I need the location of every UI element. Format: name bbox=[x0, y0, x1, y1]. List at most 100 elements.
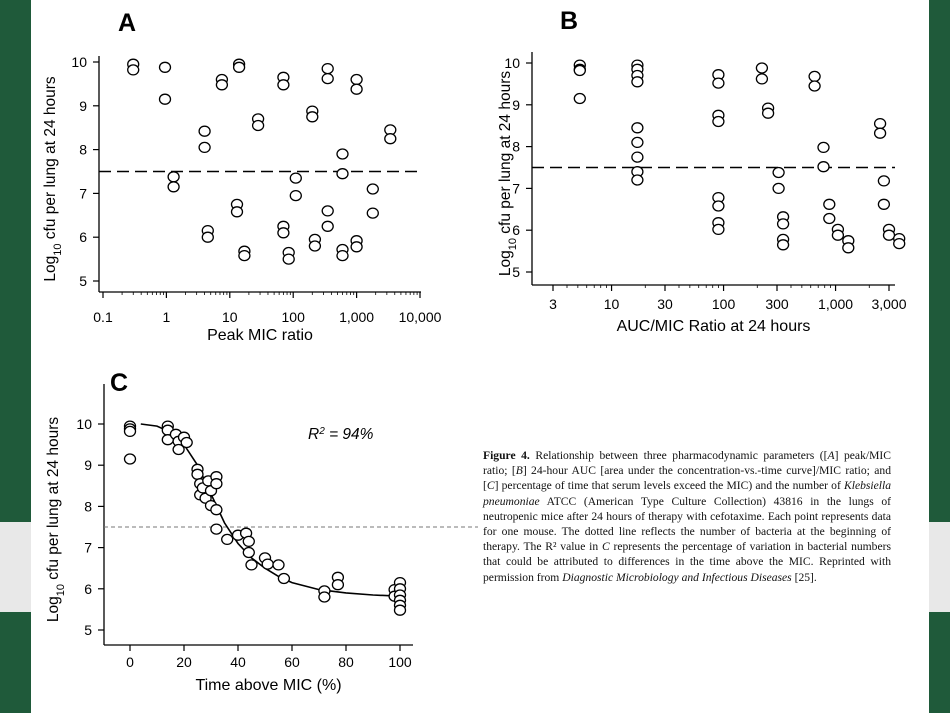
data-point bbox=[761, 107, 775, 119]
data-point bbox=[823, 198, 836, 210]
data-point bbox=[712, 115, 725, 128]
data-point bbox=[631, 122, 644, 134]
data-point bbox=[772, 182, 785, 195]
data-point bbox=[808, 80, 821, 92]
panel-label: A bbox=[118, 9, 136, 37]
x-axis-label: Time above MIC (%) bbox=[195, 677, 341, 694]
caption-figure-number: Figure 4. bbox=[483, 449, 530, 462]
data-point bbox=[336, 168, 349, 180]
data-point bbox=[198, 141, 211, 154]
data-point bbox=[331, 579, 345, 591]
data-point bbox=[877, 198, 891, 210]
data-point bbox=[882, 229, 896, 241]
data-point bbox=[261, 558, 274, 570]
caption-segment: [25]. bbox=[791, 570, 817, 584]
y-tick-label: 10 bbox=[504, 55, 520, 71]
data-point bbox=[321, 220, 334, 232]
data-point bbox=[198, 125, 211, 137]
caption-segment: ATCC (American Type Culture Collection) … bbox=[483, 494, 891, 554]
data-point bbox=[127, 64, 140, 76]
y-tick-label: 8 bbox=[512, 139, 520, 155]
y-tick-label: 9 bbox=[84, 457, 92, 473]
caption-segment: A bbox=[827, 449, 835, 462]
x-tick-label: 40 bbox=[230, 654, 246, 670]
r-squared-annotation: R2 = 94% bbox=[308, 426, 374, 444]
x-tick-label: 3 bbox=[549, 296, 557, 312]
data-point bbox=[289, 189, 302, 202]
data-point bbox=[210, 523, 223, 535]
data-point bbox=[350, 73, 363, 86]
data-point bbox=[167, 181, 180, 193]
data-point bbox=[158, 61, 172, 73]
x-tick-label: 100 bbox=[282, 309, 306, 325]
data-point bbox=[712, 77, 725, 89]
data-point bbox=[238, 249, 251, 262]
caption-segment: Klebsiella pneumoniae bbox=[483, 479, 891, 508]
data-point bbox=[817, 141, 830, 154]
data-point bbox=[123, 425, 137, 438]
x-axis-label: AUC/MIC Ratio at 24 hours bbox=[617, 318, 811, 335]
y-axis-label: Log10 cfu per lung at 24 hours bbox=[45, 417, 67, 623]
data-point bbox=[366, 207, 379, 219]
data-point bbox=[631, 76, 644, 88]
y-tick-label: 6 bbox=[512, 222, 520, 238]
chart-panel-b: 5 6 7 8 9 10 3 10 30 100 300 1,000 3,000 B AUC/MIC Rat… bbox=[497, 7, 907, 335]
y-tick-label: 8 bbox=[84, 498, 92, 514]
caption-segment: represents the percentage of variation i… bbox=[483, 540, 891, 584]
data-point bbox=[366, 183, 379, 195]
x-tick-label: 10 bbox=[604, 296, 620, 312]
caption-segment: C bbox=[486, 479, 495, 493]
data-point bbox=[776, 218, 790, 230]
data-point bbox=[221, 533, 234, 546]
y-tick-label: 5 bbox=[512, 264, 520, 280]
data-point bbox=[172, 443, 185, 456]
y-tick-label: 10 bbox=[71, 54, 87, 70]
panel-label: B bbox=[560, 7, 578, 35]
data-point bbox=[318, 591, 331, 603]
data-point bbox=[289, 172, 302, 184]
data-point bbox=[817, 161, 830, 173]
x-axis-label: Peak MIC ratio bbox=[207, 327, 313, 344]
data-point bbox=[873, 117, 887, 130]
data-point bbox=[158, 93, 172, 105]
data-point bbox=[277, 227, 290, 239]
data-point bbox=[712, 223, 725, 236]
x-tick-label: 1,000 bbox=[818, 296, 853, 312]
data-point bbox=[631, 151, 644, 163]
data-point bbox=[308, 240, 322, 252]
data-point bbox=[210, 504, 223, 516]
data-point bbox=[180, 436, 193, 449]
data-point bbox=[321, 62, 334, 75]
data-point bbox=[191, 468, 204, 480]
data-point bbox=[277, 572, 291, 585]
data-point bbox=[336, 148, 349, 160]
x-tick-label: 1 bbox=[163, 309, 171, 325]
data-point bbox=[772, 166, 785, 179]
x-tick-label: 300 bbox=[765, 296, 789, 312]
data-point bbox=[242, 546, 255, 559]
chart-panel-a: 5 6 7 8 9 10 0.1 1 10 100 1,000 10,000 A Peak MIC rat… bbox=[42, 9, 442, 344]
y-tick-label: 7 bbox=[84, 540, 92, 556]
data-point bbox=[573, 92, 586, 105]
data-point bbox=[755, 73, 769, 85]
figure-sheet bbox=[31, 0, 929, 713]
data-point bbox=[277, 79, 290, 91]
caption-segment: ] percentage of time that serum levels e… bbox=[494, 479, 844, 493]
data-point bbox=[321, 72, 334, 85]
y-tick-label: 6 bbox=[79, 229, 87, 245]
data-point bbox=[573, 64, 586, 77]
y-axis-label: Log10 cfu per lung at 24 hours bbox=[42, 76, 64, 282]
x-tick-label: 100 bbox=[712, 296, 736, 312]
y-tick-label: 5 bbox=[84, 622, 92, 638]
caption-segment: Diagnostic Microbiology and Infectious D… bbox=[562, 570, 792, 584]
caption-segment: ] peak/MIC ratio; [ bbox=[483, 449, 891, 478]
y-tick-label: 5 bbox=[79, 273, 87, 289]
y-tick-label: 10 bbox=[76, 416, 92, 432]
data-point bbox=[393, 604, 407, 616]
data-point bbox=[808, 70, 821, 83]
data-point bbox=[712, 200, 725, 212]
data-point bbox=[282, 253, 295, 265]
x-tick-label: 10 bbox=[222, 309, 238, 325]
figure-caption: Figure 4. Relationship between three pha… bbox=[483, 448, 891, 585]
